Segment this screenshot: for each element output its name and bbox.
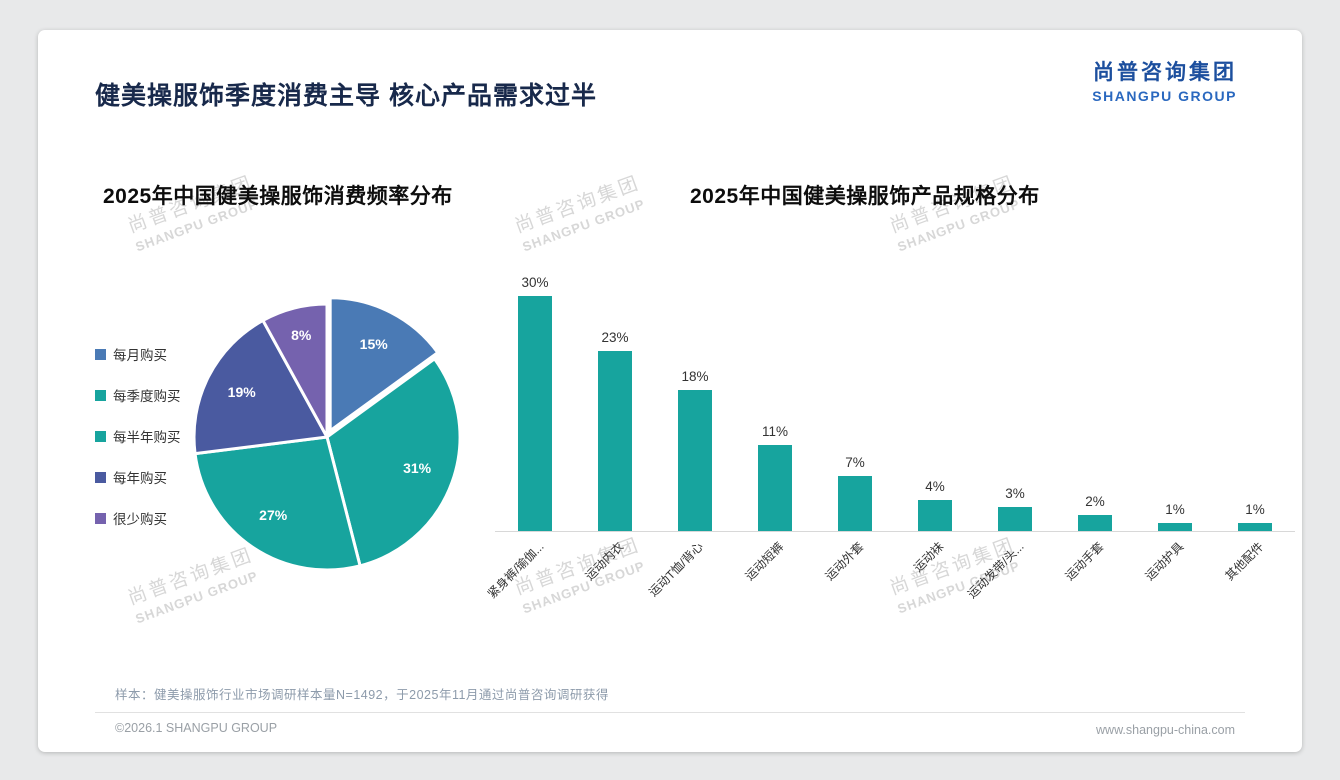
bar-column: 1% 运动护具 — [1135, 271, 1215, 583]
legend-swatch-icon — [95, 348, 106, 360]
bar-value-label: 18% — [681, 369, 709, 384]
pie-value-label: 27% — [259, 507, 288, 523]
bar-column: 3% 运动发带/头... — [965, 271, 1055, 601]
logo-cn-text: 尚普咨询集团 — [1093, 61, 1237, 84]
pie-value-label: 31% — [403, 460, 432, 476]
page-title: 健美操服饰季度消费主导 核心产品需求过半 — [95, 82, 597, 110]
pie-legend: 每月购买每季度购买每半年购买每年购买很少购买 — [95, 344, 181, 549]
pie-slice-3 — [192, 318, 329, 456]
logo-en-text: SHANGPU GROUP — [1092, 88, 1237, 104]
bar-column: 23% 运动内衣 — [575, 271, 655, 583]
bar — [918, 500, 952, 531]
bar-value-label: 1% — [1245, 502, 1265, 517]
bar-category-label: 运动发带/头... — [964, 539, 1027, 602]
bar-value-label: 23% — [601, 330, 629, 345]
bar — [1158, 523, 1192, 531]
bar — [678, 390, 712, 531]
bar — [998, 507, 1032, 531]
bar-value-label: 2% — [1085, 494, 1105, 509]
logo: 尚普咨询集团 SHANGPU GROUP — [1092, 56, 1237, 104]
bar-plot: 30% 紧身裤/瑜伽... 23% 运动内衣 18% 运动T恤/背心 11% 运动短裤 7% 运动… — [485, 271, 1295, 601]
pie-value-label: 15% — [360, 336, 389, 352]
legend-swatch-icon — [95, 389, 106, 401]
bar — [1078, 515, 1112, 531]
bar — [1238, 523, 1272, 531]
bar-column: 7% 运动外套 — [815, 271, 895, 583]
bar-column: 1% 其他配件 — [1215, 271, 1295, 583]
copyright-text: ©2026.1 SHANGPU GROUP — [115, 721, 278, 735]
pie-slice-1 — [325, 357, 462, 568]
bar-category-label: 运动T恤/背心 — [646, 539, 707, 600]
bar-column: 4% 运动袜 — [895, 271, 975, 575]
legend-item: 每年购买 — [95, 467, 181, 487]
bar — [598, 351, 632, 531]
bar-value-label: 3% — [1005, 486, 1025, 501]
legend-item: 每月购买 — [95, 344, 181, 364]
slide-content: 健美操服饰季度消费主导 核心产品需求过半 尚普咨询集团 SHANGPU GROU… — [38, 30, 1302, 752]
pie-value-label: 8% — [291, 327, 312, 343]
legend-item: 很少购买 — [95, 508, 181, 528]
bar-category-label: 运动护具 — [1142, 539, 1187, 584]
bar — [838, 476, 872, 531]
bar-category-label: 运动短裤 — [742, 539, 787, 584]
legend-swatch-icon — [95, 471, 106, 483]
bar-chart-title: 2025年中国健美操服饰产品规格分布 — [690, 185, 1040, 208]
pie-value-label: 19% — [228, 384, 257, 400]
pie-slice-4 — [261, 302, 329, 439]
bar-category-label: 运动袜 — [910, 539, 947, 575]
website-text: www.shangpu-china.com — [1096, 723, 1235, 737]
bar-column: 30% 紧身裤/瑜伽... — [485, 271, 575, 601]
bar-category-label: 其他配件 — [1222, 539, 1267, 584]
legend-item: 每半年购买 — [95, 426, 181, 446]
pie-slice-2 — [193, 435, 362, 572]
bar — [518, 296, 552, 531]
bar-value-label: 1% — [1165, 502, 1185, 517]
bar-value-label: 30% — [521, 275, 549, 290]
bar-column: 2% 运动手套 — [1055, 271, 1135, 583]
pie-chart: 15% 31% 27% 19% 8% — [192, 296, 462, 572]
footer-divider — [95, 712, 1245, 713]
bar-value-label: 7% — [845, 455, 865, 470]
slide-card: 尚普咨询集团 SHANGPU GROUP 尚普咨询集团 SHANGPU GROUP 尚普… — [38, 30, 1302, 752]
legend-item: 每季度购买 — [95, 385, 181, 405]
bar-value-label: 4% — [925, 479, 945, 494]
bar-category-label: 运动外套 — [822, 539, 867, 584]
bar — [758, 445, 792, 531]
bar-category-label: 运动手套 — [1062, 539, 1107, 584]
pie-slice-0 — [328, 296, 440, 433]
bar-category-label: 运动内衣 — [582, 539, 627, 584]
legend-swatch-icon — [95, 512, 106, 524]
bar-category-label: 紧身裤/瑜伽... — [484, 539, 547, 602]
bar-column: 18% 运动T恤/背心 — [646, 271, 735, 599]
legend-swatch-icon — [95, 430, 106, 442]
pie-chart-title: 2025年中国健美操服饰消费频率分布 — [103, 185, 453, 208]
legend-label: 每半年购买 — [113, 430, 181, 445]
bar-column: 11% 运动短裤 — [735, 271, 815, 583]
legend-label: 每月购买 — [113, 348, 167, 363]
legend-label: 每年购买 — [113, 471, 167, 486]
sample-note: 样本：健美操服饰行业市场调研样本量N=1492，于2025年11月通过尚普咨询调… — [115, 688, 609, 702]
legend-label: 每季度购买 — [113, 389, 181, 404]
legend-label: 很少购买 — [113, 512, 167, 527]
bar-value-label: 11% — [761, 424, 789, 439]
